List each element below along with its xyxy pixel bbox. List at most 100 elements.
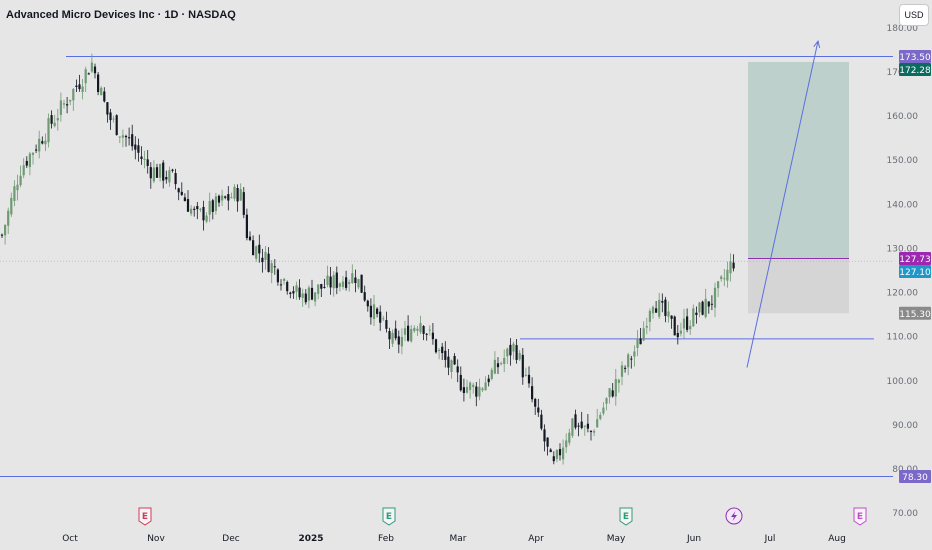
candle xyxy=(651,305,655,319)
candle xyxy=(341,276,345,290)
time-axis: Oct Nov Dec 2025 Feb Mar Apr May Jun Jul Aug xyxy=(62,534,846,544)
candle xyxy=(214,192,217,215)
candle-body xyxy=(131,134,134,147)
candle xyxy=(453,353,456,366)
candle-body xyxy=(493,359,496,374)
candle xyxy=(450,359,453,379)
candle xyxy=(614,368,617,406)
y-tick-label: 70.00 xyxy=(892,509,918,519)
candle-body xyxy=(500,363,503,365)
y-tick-label: 130.00 xyxy=(887,244,919,254)
candle-body xyxy=(75,85,78,87)
candle xyxy=(484,376,487,391)
earnings-marker-icon: E xyxy=(853,507,867,526)
candle xyxy=(403,320,407,342)
candle xyxy=(50,110,53,129)
candle-body xyxy=(478,386,481,397)
candle xyxy=(670,315,673,329)
candle-body xyxy=(267,253,270,272)
candle-body xyxy=(568,432,571,443)
candle-body xyxy=(171,169,174,171)
candle xyxy=(360,274,363,293)
candle xyxy=(493,351,496,375)
candle xyxy=(413,325,416,333)
candle xyxy=(583,425,586,436)
candle xyxy=(379,305,382,331)
candle-body xyxy=(549,449,552,453)
candle-body xyxy=(689,325,692,330)
x-tick-label: Mar xyxy=(450,534,467,544)
candle xyxy=(562,439,565,465)
earnings-shield xyxy=(382,507,396,526)
candle-body xyxy=(645,325,648,328)
candle xyxy=(574,409,577,430)
candle xyxy=(245,208,248,241)
candle-body xyxy=(341,281,345,287)
x-tick-label: Jul xyxy=(764,534,776,544)
candle-body xyxy=(407,325,410,341)
candle-body xyxy=(661,301,664,303)
candle-body xyxy=(444,350,447,360)
price-label-text: 173.50 xyxy=(899,53,931,63)
candle-body xyxy=(310,287,314,300)
candle xyxy=(537,398,540,417)
earnings-label: E xyxy=(623,512,629,522)
candle xyxy=(118,136,121,144)
candle xyxy=(397,330,400,354)
candle-body xyxy=(0,234,4,236)
candle xyxy=(255,245,258,262)
candle xyxy=(720,275,723,282)
candle xyxy=(348,279,351,292)
currency-button[interactable]: USD xyxy=(899,4,929,26)
candle xyxy=(444,341,447,368)
candle-body xyxy=(496,363,500,368)
candle-body xyxy=(453,355,456,365)
price-label: 173.50 xyxy=(899,50,931,64)
candle-body xyxy=(128,137,131,139)
candle-body xyxy=(93,66,97,74)
candle xyxy=(31,152,35,165)
candle-body xyxy=(314,292,317,302)
candle-body xyxy=(717,281,720,289)
candle xyxy=(128,127,131,146)
candle-body xyxy=(44,140,47,145)
candle xyxy=(481,387,484,393)
candle-body xyxy=(255,246,258,259)
candle-body xyxy=(177,188,180,193)
candle xyxy=(100,86,103,96)
candle-body xyxy=(273,266,276,268)
candle xyxy=(289,291,292,299)
candle xyxy=(608,387,611,404)
candle-body xyxy=(214,196,217,211)
candle-body xyxy=(397,336,400,345)
candle xyxy=(35,144,38,154)
arrow-line xyxy=(746,41,819,368)
candle xyxy=(332,271,335,297)
candle xyxy=(239,183,242,202)
candle xyxy=(524,367,527,377)
candle xyxy=(242,187,245,219)
candle xyxy=(103,87,106,103)
candle-body xyxy=(50,115,53,124)
candle xyxy=(217,194,221,207)
candle-body xyxy=(583,425,586,427)
y-tick-label: 110.00 xyxy=(887,333,919,343)
candle-body xyxy=(301,293,304,298)
candle-body xyxy=(620,365,624,377)
candle-body xyxy=(193,208,196,210)
candle-body xyxy=(642,328,645,341)
candle-body xyxy=(320,284,323,289)
candle-body xyxy=(180,191,183,195)
candle-body xyxy=(118,136,121,138)
candle-body xyxy=(403,328,407,335)
price-label: 115.30 xyxy=(899,306,931,320)
candle-body xyxy=(211,200,214,212)
candle-body xyxy=(555,450,558,459)
candle-body xyxy=(363,292,366,301)
candle xyxy=(357,278,360,290)
candle xyxy=(713,282,717,318)
earnings-shield xyxy=(619,507,633,526)
candle-body xyxy=(233,186,236,199)
candle-body xyxy=(276,269,279,283)
